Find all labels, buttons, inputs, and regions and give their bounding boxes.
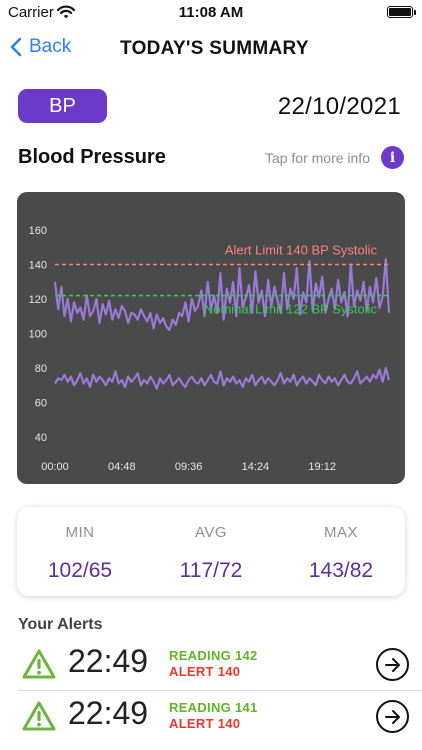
open-alert-button[interactable] — [376, 700, 409, 733]
diastolic-series-line — [54, 366, 391, 390]
alert-row[interactable]: 22:49 READING 141 ALERT 140 — [18, 691, 422, 743]
x-tick-label: 14:24 — [242, 461, 270, 473]
stat-max-value: 143/82 — [308, 559, 374, 582]
x-tick-label: 00:00 — [41, 461, 69, 473]
section-title: Blood Pressure — [18, 146, 166, 168]
alert-reading: READING 142 — [169, 648, 258, 663]
wifi-icon — [56, 5, 76, 24]
alerts-title: Your Alerts — [18, 616, 103, 633]
y-tick-label: 80 — [35, 363, 47, 375]
y-tick-label: 40 — [35, 432, 47, 444]
clock: 11:08 AM — [178, 4, 244, 21]
x-tick-label: 04:48 — [108, 461, 136, 473]
alert-limit: ALERT 140 — [169, 664, 241, 679]
arrow-right-icon — [384, 657, 400, 672]
status-bar: Carrier 11:08 AM — [0, 0, 422, 26]
alert-limit-label: Alert Limit 140 BP Systolic — [225, 243, 378, 258]
y-tick-label: 100 — [29, 329, 47, 341]
y-tick-label: 120 — [29, 294, 47, 306]
alert-limit: ALERT 140 — [169, 716, 241, 731]
nav-bar: Back TODAY'S SUMMARY — [0, 30, 422, 66]
x-tick-label: 09:36 — [175, 461, 203, 473]
y-tick-label: 60 — [35, 398, 47, 410]
y-tick-label: 140 — [29, 260, 47, 272]
stat-avg: AVG 117/72 — [151, 507, 271, 583]
x-tick-label: 19:12 — [308, 461, 336, 473]
page-title: TODAY'S SUMMARY — [120, 38, 309, 59]
alert-time: 22:49 — [68, 643, 149, 679]
battery-icon — [387, 6, 413, 18]
chart-canvas: 160 140 120 100 80 60 40 00:00 04:48 09:36 14:24 19… — [29, 225, 391, 473]
stat-min-value: 102/65 — [47, 559, 113, 582]
stat-min-label: MIN — [65, 524, 95, 541]
alert-row[interactable]: 22:49 READING 142 ALERT 140 — [18, 639, 422, 691]
stat-max-label: MAX — [323, 524, 358, 541]
arrow-right-icon — [384, 709, 400, 724]
stat-avg-value: 117/72 — [179, 559, 243, 582]
carrier-label: Carrier — [8, 4, 54, 21]
back-button[interactable]: Back — [10, 36, 71, 58]
battery-tip — [414, 10, 416, 15]
warning-icon — [21, 700, 57, 737]
bp-chart: 160 140 120 100 80 60 40 00:00 04:48 09:36 14:24 19… — [17, 192, 405, 484]
systolic-series-line — [53, 258, 391, 332]
nominal-limit-label: Nominal Limit 122 BP Systolic — [204, 302, 378, 317]
alert-time: 22:49 — [68, 695, 149, 731]
warning-icon — [21, 648, 57, 685]
summary-date: 22/10/2021 — [277, 93, 401, 120]
back-label: Back — [29, 36, 72, 57]
stat-min: MIN 102/65 — [20, 507, 140, 583]
bp-badge: BP — [18, 89, 107, 123]
open-alert-button[interactable] — [376, 648, 409, 681]
stat-avg-label: AVG — [194, 524, 228, 541]
stats-card: MIN 102/65 AVG 117/72 MAX 143/82 — [17, 507, 405, 596]
info-icon[interactable]: i — [381, 146, 404, 169]
stat-max: MAX 143/82 — [281, 507, 401, 583]
alert-reading: READING 141 — [169, 700, 258, 715]
y-tick-label: 160 — [29, 225, 47, 237]
chevron-left-icon — [10, 37, 22, 57]
more-info-link[interactable]: Tap for more info — [264, 150, 370, 166]
